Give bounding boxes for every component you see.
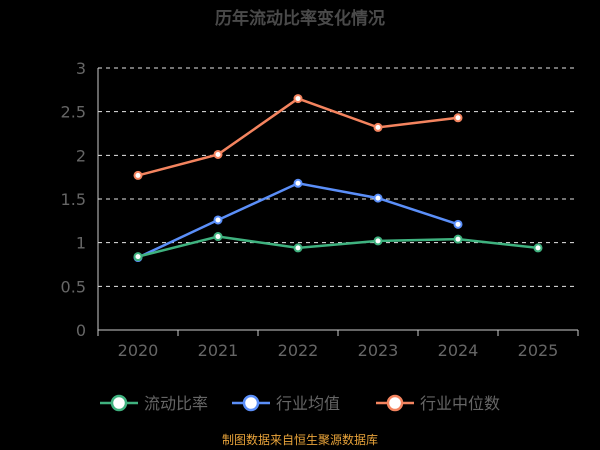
x-tick-label: 2025 xyxy=(518,341,559,360)
x-tick-label: 2021 xyxy=(198,341,239,360)
series-1-point xyxy=(373,193,383,203)
series-group xyxy=(133,94,543,263)
x-tick-label: 2023 xyxy=(358,341,399,360)
legend: 流动比率 行业均值 行业中位数 xyxy=(100,394,500,413)
series-1-point xyxy=(293,178,303,188)
y-tick-label: 1.5 xyxy=(61,190,86,209)
legend-label: 行业中位数 xyxy=(420,394,500,413)
y-tick-label: 0.5 xyxy=(61,277,86,296)
series-0-point xyxy=(133,252,143,262)
legend-marker xyxy=(386,394,404,412)
series-2-point xyxy=(453,113,463,123)
series-2-point xyxy=(213,149,223,159)
y-tick-label: 2 xyxy=(76,146,86,165)
y-tick-label: 1 xyxy=(76,234,86,253)
x-tick-label: 2020 xyxy=(118,341,159,360)
y-tick-label: 0 xyxy=(76,321,86,340)
x-tick-label: 2024 xyxy=(438,341,479,360)
y-tick-label: 3 xyxy=(76,59,86,78)
series-0-point xyxy=(293,243,303,253)
legend-label: 流动比率 xyxy=(144,394,208,413)
series-0-point xyxy=(373,236,383,246)
series-2-point xyxy=(133,170,143,180)
series-1-point xyxy=(213,215,223,225)
axes: 0 0.5 1 1.5 2 2.5 3 2020 2021 2022 2023 2024 2025 xyxy=(61,59,579,360)
chart-title: 历年流动比率变化情况 xyxy=(215,8,385,29)
series-0-point xyxy=(533,243,543,253)
legend-marker xyxy=(242,394,260,412)
y-tick-label: 2.5 xyxy=(61,103,86,122)
source-note: 制图数据来自恒生聚源数据库 xyxy=(222,432,378,447)
x-tick-label: 2022 xyxy=(278,341,319,360)
series-0-point xyxy=(453,234,463,244)
series-0-line xyxy=(137,235,539,258)
legend-label: 行业均值 xyxy=(276,394,340,413)
series-2-line xyxy=(137,97,459,177)
series-0-point xyxy=(213,232,223,242)
series-2-point xyxy=(293,94,303,104)
series-2-point xyxy=(373,122,383,132)
series-1-point xyxy=(453,219,463,229)
legend-marker xyxy=(110,394,128,412)
grid xyxy=(98,67,578,287)
